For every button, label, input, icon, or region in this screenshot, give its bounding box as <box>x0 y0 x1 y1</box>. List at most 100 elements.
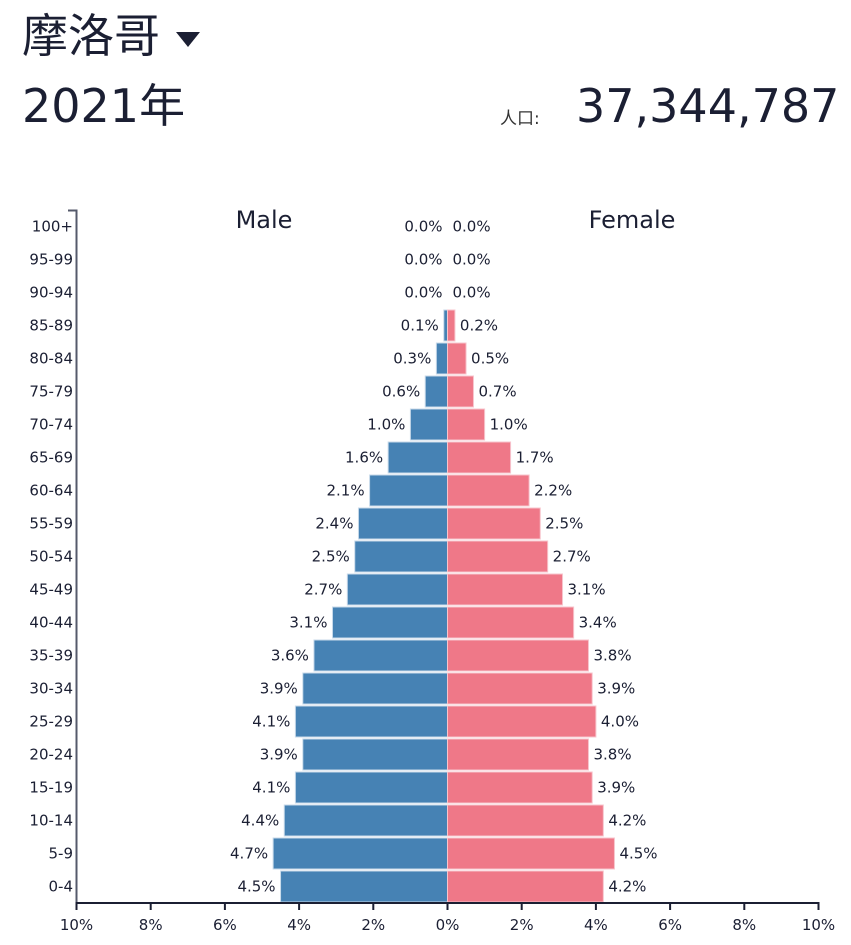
x-tick-label: 6% <box>213 916 237 934</box>
male-bar <box>346 573 448 606</box>
age-group-label: 95-99 <box>29 251 73 269</box>
male-series-label: Male <box>236 206 293 234</box>
female-series-label: Female <box>589 206 676 234</box>
female-bar <box>447 837 615 870</box>
female-bar <box>447 540 549 573</box>
female-bar <box>447 870 604 903</box>
female-value-label: 2.5% <box>545 515 583 533</box>
male-value-label: 4.1% <box>252 713 290 731</box>
male-value-label: 3.1% <box>289 614 327 632</box>
female-bar <box>447 771 593 804</box>
male-bar <box>294 705 449 738</box>
female-value-label: 0.0% <box>453 251 491 269</box>
female-bar <box>447 705 597 738</box>
male-bar <box>280 870 448 903</box>
female-value-label: 0.0% <box>453 218 491 236</box>
male-bar <box>409 408 448 441</box>
female-value-label: 0.7% <box>478 383 516 401</box>
x-tick-label: 2% <box>510 916 534 934</box>
x-tick-label: 4% <box>584 916 608 934</box>
male-bar <box>354 540 448 573</box>
male-value-label: 4.4% <box>241 812 279 830</box>
age-group-label: 0-4 <box>49 878 74 896</box>
female-bar <box>447 639 589 672</box>
male-bar <box>357 507 448 540</box>
male-value-label: 0.1% <box>401 317 439 335</box>
male-bar <box>331 606 448 639</box>
female-bar <box>447 441 512 474</box>
age-group-label: 35-39 <box>29 647 73 665</box>
y-axis: 100+ 95-99 90-94 85-89 80-84 75-79 70-74 65-69 6… <box>29 209 78 903</box>
male-value-label: 4.7% <box>230 845 268 863</box>
male-value-label: 2.5% <box>312 548 350 566</box>
age-group-label: 85-89 <box>29 317 73 335</box>
male-value-label: 0.3% <box>393 350 431 368</box>
age-group-label: 75-79 <box>29 383 73 401</box>
age-group-label: 100+ <box>32 218 73 236</box>
male-bar <box>272 837 448 870</box>
age-group-label: 30-34 <box>29 680 73 698</box>
male-bar <box>435 342 448 375</box>
dropdown-caret-icon[interactable] <box>176 31 200 47</box>
age-group-label: 80-84 <box>29 350 73 368</box>
bars-group: 0.0% 0.0% 0.0% 0.0% 0.0% 0.0% 0.1% 0.2% 0.3% 0.5%… <box>230 218 658 903</box>
male-bar <box>294 771 449 804</box>
age-group-label: 25-29 <box>29 713 73 731</box>
x-tick-label: 2% <box>361 916 385 934</box>
x-tick-label: 8% <box>732 916 756 934</box>
male-bar <box>302 672 448 705</box>
x-tick-label: 10% <box>802 916 835 934</box>
female-bar <box>447 606 575 639</box>
female-value-label: 4.2% <box>608 878 646 896</box>
female-value-label: 0.2% <box>460 317 498 335</box>
female-value-label: 4.0% <box>601 713 639 731</box>
female-bar <box>447 804 604 837</box>
female-value-label: 3.1% <box>568 581 606 599</box>
female-value-label: 4.2% <box>608 812 646 830</box>
age-group-label: 10-14 <box>29 812 73 830</box>
x-axis: 10% 8% 6% 4% 2% 0% 2% 4% 6% 8% 10% <box>60 902 835 934</box>
female-bar <box>447 507 541 540</box>
male-value-label: 0.0% <box>404 284 442 302</box>
age-group-label: 70-74 <box>29 416 73 434</box>
country-selector[interactable]: 摩洛哥 <box>22 4 200 68</box>
female-value-label: 3.8% <box>593 647 631 665</box>
age-group-label: 20-24 <box>29 746 73 764</box>
x-tick-label: 6% <box>658 916 682 934</box>
x-tick-label: 8% <box>139 916 163 934</box>
male-value-label: 2.7% <box>304 581 342 599</box>
male-value-label: 4.1% <box>252 779 290 797</box>
female-value-label: 0.0% <box>453 284 491 302</box>
male-bar <box>283 804 449 837</box>
age-group-label: 45-49 <box>29 581 73 599</box>
age-group-label: 50-54 <box>29 548 73 566</box>
population-value: 37,344,787 <box>576 79 840 133</box>
female-value-label: 4.5% <box>619 845 657 863</box>
female-value-label: 0.5% <box>471 350 509 368</box>
female-bar <box>447 375 474 408</box>
year-label: 2021年 <box>22 79 186 133</box>
female-bar <box>447 672 593 705</box>
male-bar <box>424 375 448 408</box>
male-bar <box>387 441 449 474</box>
x-tick-label: 10% <box>60 916 93 934</box>
country-name: 摩洛哥 <box>22 9 160 63</box>
female-value-label: 2.2% <box>534 482 572 500</box>
female-value-label: 1.7% <box>516 449 554 467</box>
male-bar <box>302 738 448 771</box>
male-value-label: 0.0% <box>404 251 442 269</box>
female-value-label: 3.9% <box>597 779 635 797</box>
male-value-label: 2.1% <box>326 482 364 500</box>
x-tick-label: 0% <box>436 916 460 934</box>
female-value-label: 2.7% <box>553 548 591 566</box>
female-bar <box>447 309 456 342</box>
age-group-label: 55-59 <box>29 515 73 533</box>
female-bar <box>447 738 589 771</box>
female-bar <box>447 408 486 441</box>
age-group-label: 65-69 <box>29 449 73 467</box>
age-group-label: 5-9 <box>49 845 74 863</box>
male-value-label: 1.0% <box>367 416 405 434</box>
female-bar <box>447 342 467 375</box>
population-label: 人口: <box>500 109 540 129</box>
